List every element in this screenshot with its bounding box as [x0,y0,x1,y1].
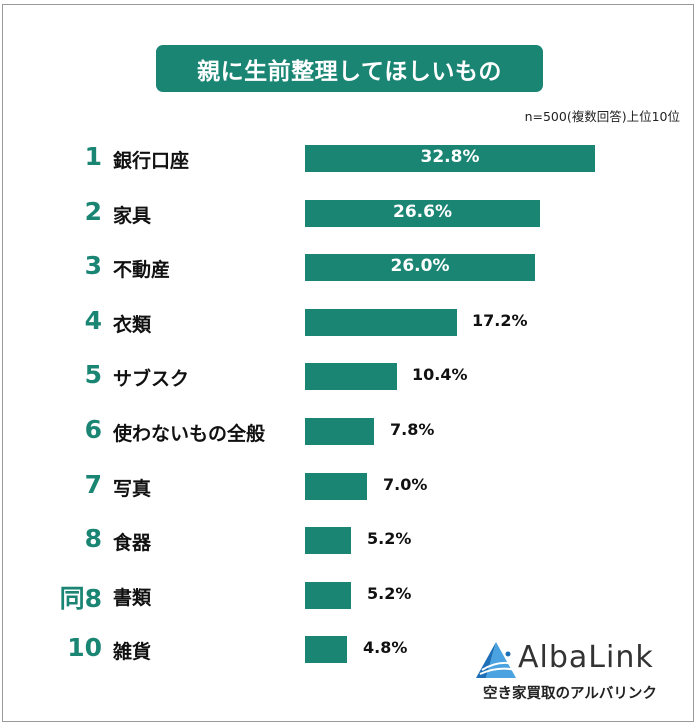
bar-row: 同8 書類 5.2% [0,581,700,613]
value-label: 5.2% [367,529,412,549]
item-label: 写真 [113,477,152,500]
value-label: 17.2% [472,310,528,330]
rank-number: 3 [84,251,102,281]
rank-number: 8 [84,524,102,554]
bar [305,308,457,336]
bar-row: 6 使わないもの全般 7.8% [0,415,700,446]
item-label: 銀行口座 [113,150,190,172]
item-label: 家具 [113,204,152,227]
bar [305,581,351,609]
rank-number: 同8 [59,583,102,613]
bar [305,527,351,555]
logo-name: AlbaLink [518,640,654,675]
bar [305,636,347,664]
rank-number: 2 [84,196,102,226]
value-label: 4.8% [363,638,408,658]
item-label: 不動産 [113,259,171,282]
item-label: 書類 [113,586,152,609]
albalink-logo: AlbaLink 空き家買取のアルバリンク [474,638,684,708]
rank-number: 7 [84,469,102,499]
value-label: 26.6% [393,201,452,222]
bar [305,145,595,172]
value-label: 7.8% [390,420,435,439]
rank-number: 6 [84,415,102,444]
rank-number: 1 [84,142,102,171]
bar-row: 1 銀行口座 32.8% [0,142,700,173]
value-label: 32.8% [420,147,480,167]
value-label: 5.2% [367,583,412,603]
bar [305,199,540,227]
bar-row: 8 食器 5.2% [0,524,700,555]
rank-number: 10 [67,633,102,663]
value-label: 26.0% [390,256,450,277]
item-label: 食器 [113,532,152,555]
item-label: 衣類 [113,313,152,336]
bar [305,472,367,500]
bar [305,418,374,445]
rank-number: 5 [84,360,102,390]
triangle-logo-icon [476,642,517,678]
value-label: 7.0% [383,474,428,494]
logo-tagline: 空き家買取のアルバリンク [483,686,657,702]
bar [305,254,535,282]
item-label: サブスク [113,368,190,391]
bar [305,363,397,391]
bar-row: 10 雑貨 4.8% [0,633,700,664]
value-label: 10.4% [412,365,468,385]
bar-row: 2 家具 26.6% [0,196,700,228]
item-label: 使わないもの全般 [113,423,266,445]
chart-title: 親に生前整理してほしいもの [156,45,543,92]
rank-number: 4 [84,305,102,335]
bar-row: 7 写真 7.0% [0,469,700,501]
bar-row: 3 不動産 26.0% [0,251,700,282]
bar-row: 5 サブスク 10.4% [0,360,700,391]
bar-row: 4 衣類 17.2% [0,305,700,337]
sample-note: n=500(複数回答)上位10位 [524,109,680,124]
item-label: 雑貨 [113,641,152,664]
